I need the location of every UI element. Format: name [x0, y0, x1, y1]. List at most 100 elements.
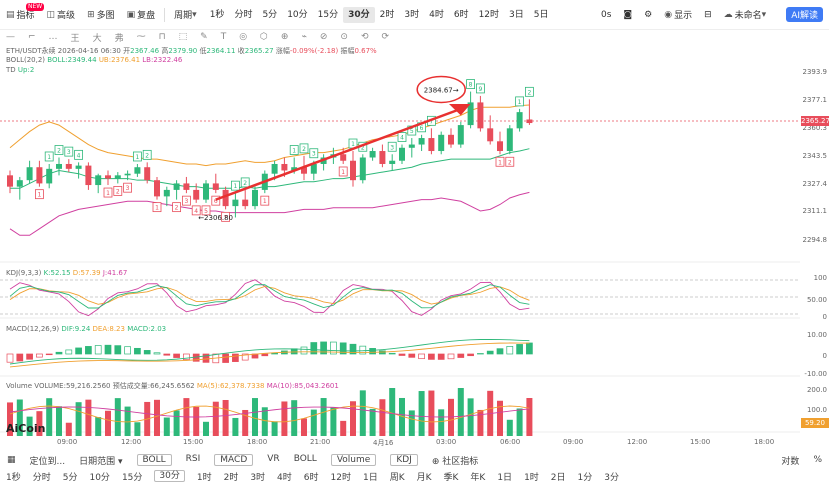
- bottom-timeframe-10[interactable]: 6时: [303, 472, 319, 483]
- timeframe-6[interactable]: 2时: [379, 9, 395, 20]
- display-button[interactable]: ◉ 显示: [664, 9, 693, 22]
- bottom-timeframe-14[interactable]: 月K: [416, 472, 432, 483]
- bottom-timeframe-8[interactable]: 3时: [250, 472, 266, 483]
- timeframe-8[interactable]: 4时: [429, 9, 444, 20]
- timeframe-9[interactable]: 6时: [453, 9, 469, 20]
- bottom-timeframe-12[interactable]: 1日: [362, 472, 378, 483]
- period-dropdown[interactable]: 周期 ▾: [174, 9, 197, 22]
- macd-value: MACD:2.03: [127, 325, 167, 333]
- td-info[interactable]: TD Up:2: [6, 66, 34, 74]
- boll-toggle[interactable]: BOLL: [130, 453, 179, 467]
- drawing-tool-icon[interactable]: ⊘: [319, 32, 328, 42]
- timeframe-4[interactable]: 15分: [317, 9, 339, 20]
- td-up-marker: [309, 148, 319, 159]
- td-down-label: 1: [155, 205, 159, 212]
- multi-chart-button[interactable]: ⊞ 多图: [87, 9, 115, 22]
- bottom-timeframe-0[interactable]: 1秒: [6, 472, 21, 483]
- grid-icon: ⊞: [87, 9, 95, 20]
- macd-histogram-bar: [408, 353, 416, 358]
- candle-body: [438, 134, 445, 152]
- bottom-timeframe-3[interactable]: 10分: [89, 472, 110, 483]
- bottom-timeframe-19[interactable]: 2日: [550, 472, 566, 483]
- kdj-info[interactable]: KDJ(9,3,3) K:52.15 D:57.39 J:41.67: [6, 269, 127, 277]
- indicator-tab-vr[interactable]: VR: [267, 453, 280, 464]
- timeframe-0[interactable]: 1秒: [209, 9, 225, 20]
- drawing-tool-icon[interactable]: ⊕: [280, 32, 289, 42]
- log-scale-toggle[interactable]: 对数: [781, 456, 800, 467]
- drawing-tool-icon[interactable]: ⌁: [301, 32, 307, 42]
- date-range-button[interactable]: 日期范围 ▾: [79, 456, 123, 467]
- drawing-tool-icon[interactable]: T: [220, 32, 227, 42]
- bottom-timeframe-16[interactable]: 年K: [470, 472, 486, 483]
- macd-histogram-bar: [349, 343, 357, 355]
- drawing-tool-icon[interactable]: ⬡: [260, 32, 268, 42]
- advanced-button[interactable]: ◫ 高级: [46, 9, 76, 22]
- date-icon[interactable]: ▦: [7, 455, 16, 465]
- locate-button[interactable]: 定位到...: [29, 456, 66, 467]
- indicator-tab-macd[interactable]: MACD: [207, 453, 260, 467]
- time-tick-label: 4月16: [373, 439, 394, 447]
- template-dropdown[interactable]: ☁ 未命名 ▾: [723, 9, 767, 22]
- td-up-label: 1: [135, 154, 139, 161]
- replay-button[interactable]: ▣ 复盘: [126, 9, 156, 22]
- td-down-label: 5: [204, 208, 208, 215]
- volume-bar: [124, 406, 131, 436]
- drawing-tool-icon[interactable]: ⟲: [360, 32, 369, 42]
- indicator-tab-kdj[interactable]: KDJ: [383, 453, 425, 467]
- volume-bar: [467, 398, 474, 436]
- drawing-tool-icon[interactable]: ⊓: [158, 32, 166, 42]
- drawing-tool-icon[interactable]: 大: [92, 33, 102, 44]
- indicator-tab-rsi[interactable]: RSI: [185, 453, 201, 464]
- drawing-tool-icon[interactable]: ⟳: [381, 32, 390, 42]
- indicator-tab-volume[interactable]: Volume: [324, 453, 383, 467]
- drawing-tool-icon[interactable]: ⁓: [136, 32, 146, 42]
- indicator-button[interactable]: ▤ 指标: [6, 9, 35, 22]
- bottom-timeframe-20[interactable]: 1分: [577, 472, 593, 483]
- candle-body: [46, 168, 53, 184]
- timeframe-10[interactable]: 12时: [478, 9, 500, 20]
- camera-icon[interactable]: ◙: [623, 9, 633, 20]
- dif-value: DIF:9.24: [61, 325, 91, 333]
- drawing-tool-icon[interactable]: 王: [70, 33, 80, 44]
- timeframe-2[interactable]: 5分: [262, 9, 278, 20]
- bottom-timeframe-1[interactable]: 分时: [32, 472, 51, 483]
- timeframe-11[interactable]: 3日: [509, 9, 524, 20]
- bottom-timeframe-18[interactable]: 1时: [524, 472, 539, 483]
- drawing-tool-icon[interactable]: ⌐: [28, 32, 36, 42]
- bottom-timeframe-4[interactable]: 15分: [121, 472, 143, 483]
- new-badge: NEW: [26, 3, 45, 11]
- timeframe-7[interactable]: 3时: [404, 9, 420, 20]
- bottom-timeframe-2[interactable]: 5分: [62, 472, 78, 483]
- ai-interpret-button[interactable]: AI解读: [774, 0, 829, 30]
- bottom-timeframe-15[interactable]: 季K: [443, 472, 459, 483]
- bottom-timeframe-7[interactable]: 2时: [223, 472, 239, 483]
- settings-icon[interactable]: ⚙: [644, 9, 653, 20]
- drawing-tool-icon[interactable]: ◎: [239, 32, 248, 42]
- volume-info[interactable]: Volume VOLUME:59,216.2560 预估成交量:66,245.6…: [6, 381, 339, 391]
- drawing-tool-icon[interactable]: ⊙: [340, 32, 348, 42]
- percent-toggle[interactable]: %: [813, 455, 822, 465]
- macd-info[interactable]: MACD(12,26,9) DIF:9.24 DEA:8.23 MACD:2.0…: [6, 325, 166, 333]
- drawing-tool-icon[interactable]: …: [48, 32, 58, 42]
- bottom-timeframe-21[interactable]: 3分: [604, 472, 619, 483]
- bottom-timeframe-5[interactable]: 30分: [148, 469, 190, 482]
- bottom-timeframe-6[interactable]: 1时: [196, 472, 212, 483]
- bottom-timeframe-13[interactable]: 周K: [389, 472, 405, 483]
- layout-icon[interactable]: ⊟: [704, 9, 712, 20]
- drawing-tool-icon[interactable]: ⬚: [178, 32, 188, 42]
- drawing-tool-icon[interactable]: ✎: [200, 32, 208, 42]
- bottom-timeframe-9[interactable]: 4时: [277, 472, 292, 483]
- bottom-timeframe-11[interactable]: 12时: [330, 472, 351, 483]
- timeframe-5[interactable]: 30分: [343, 6, 375, 23]
- timeframe-1[interactable]: 分时: [234, 9, 253, 20]
- timeframe-12[interactable]: 5日: [533, 9, 549, 20]
- drawing-tool-icon[interactable]: —: [6, 32, 15, 42]
- drawing-tool-icon[interactable]: 弗: [114, 33, 124, 44]
- community-indicators[interactable]: ⊕ 社区指标: [431, 456, 479, 467]
- indicator-tab-boll[interactable]: BOLL: [293, 453, 317, 464]
- bottom-timeframe-17[interactable]: 1日: [497, 472, 513, 483]
- boll-info[interactable]: BOLL(20,2) BOLL:2349.44 UB:2376.41 LB:23…: [6, 56, 182, 64]
- macd-dif-line: [9, 338, 530, 365]
- timeframe-3[interactable]: 10分: [287, 9, 308, 20]
